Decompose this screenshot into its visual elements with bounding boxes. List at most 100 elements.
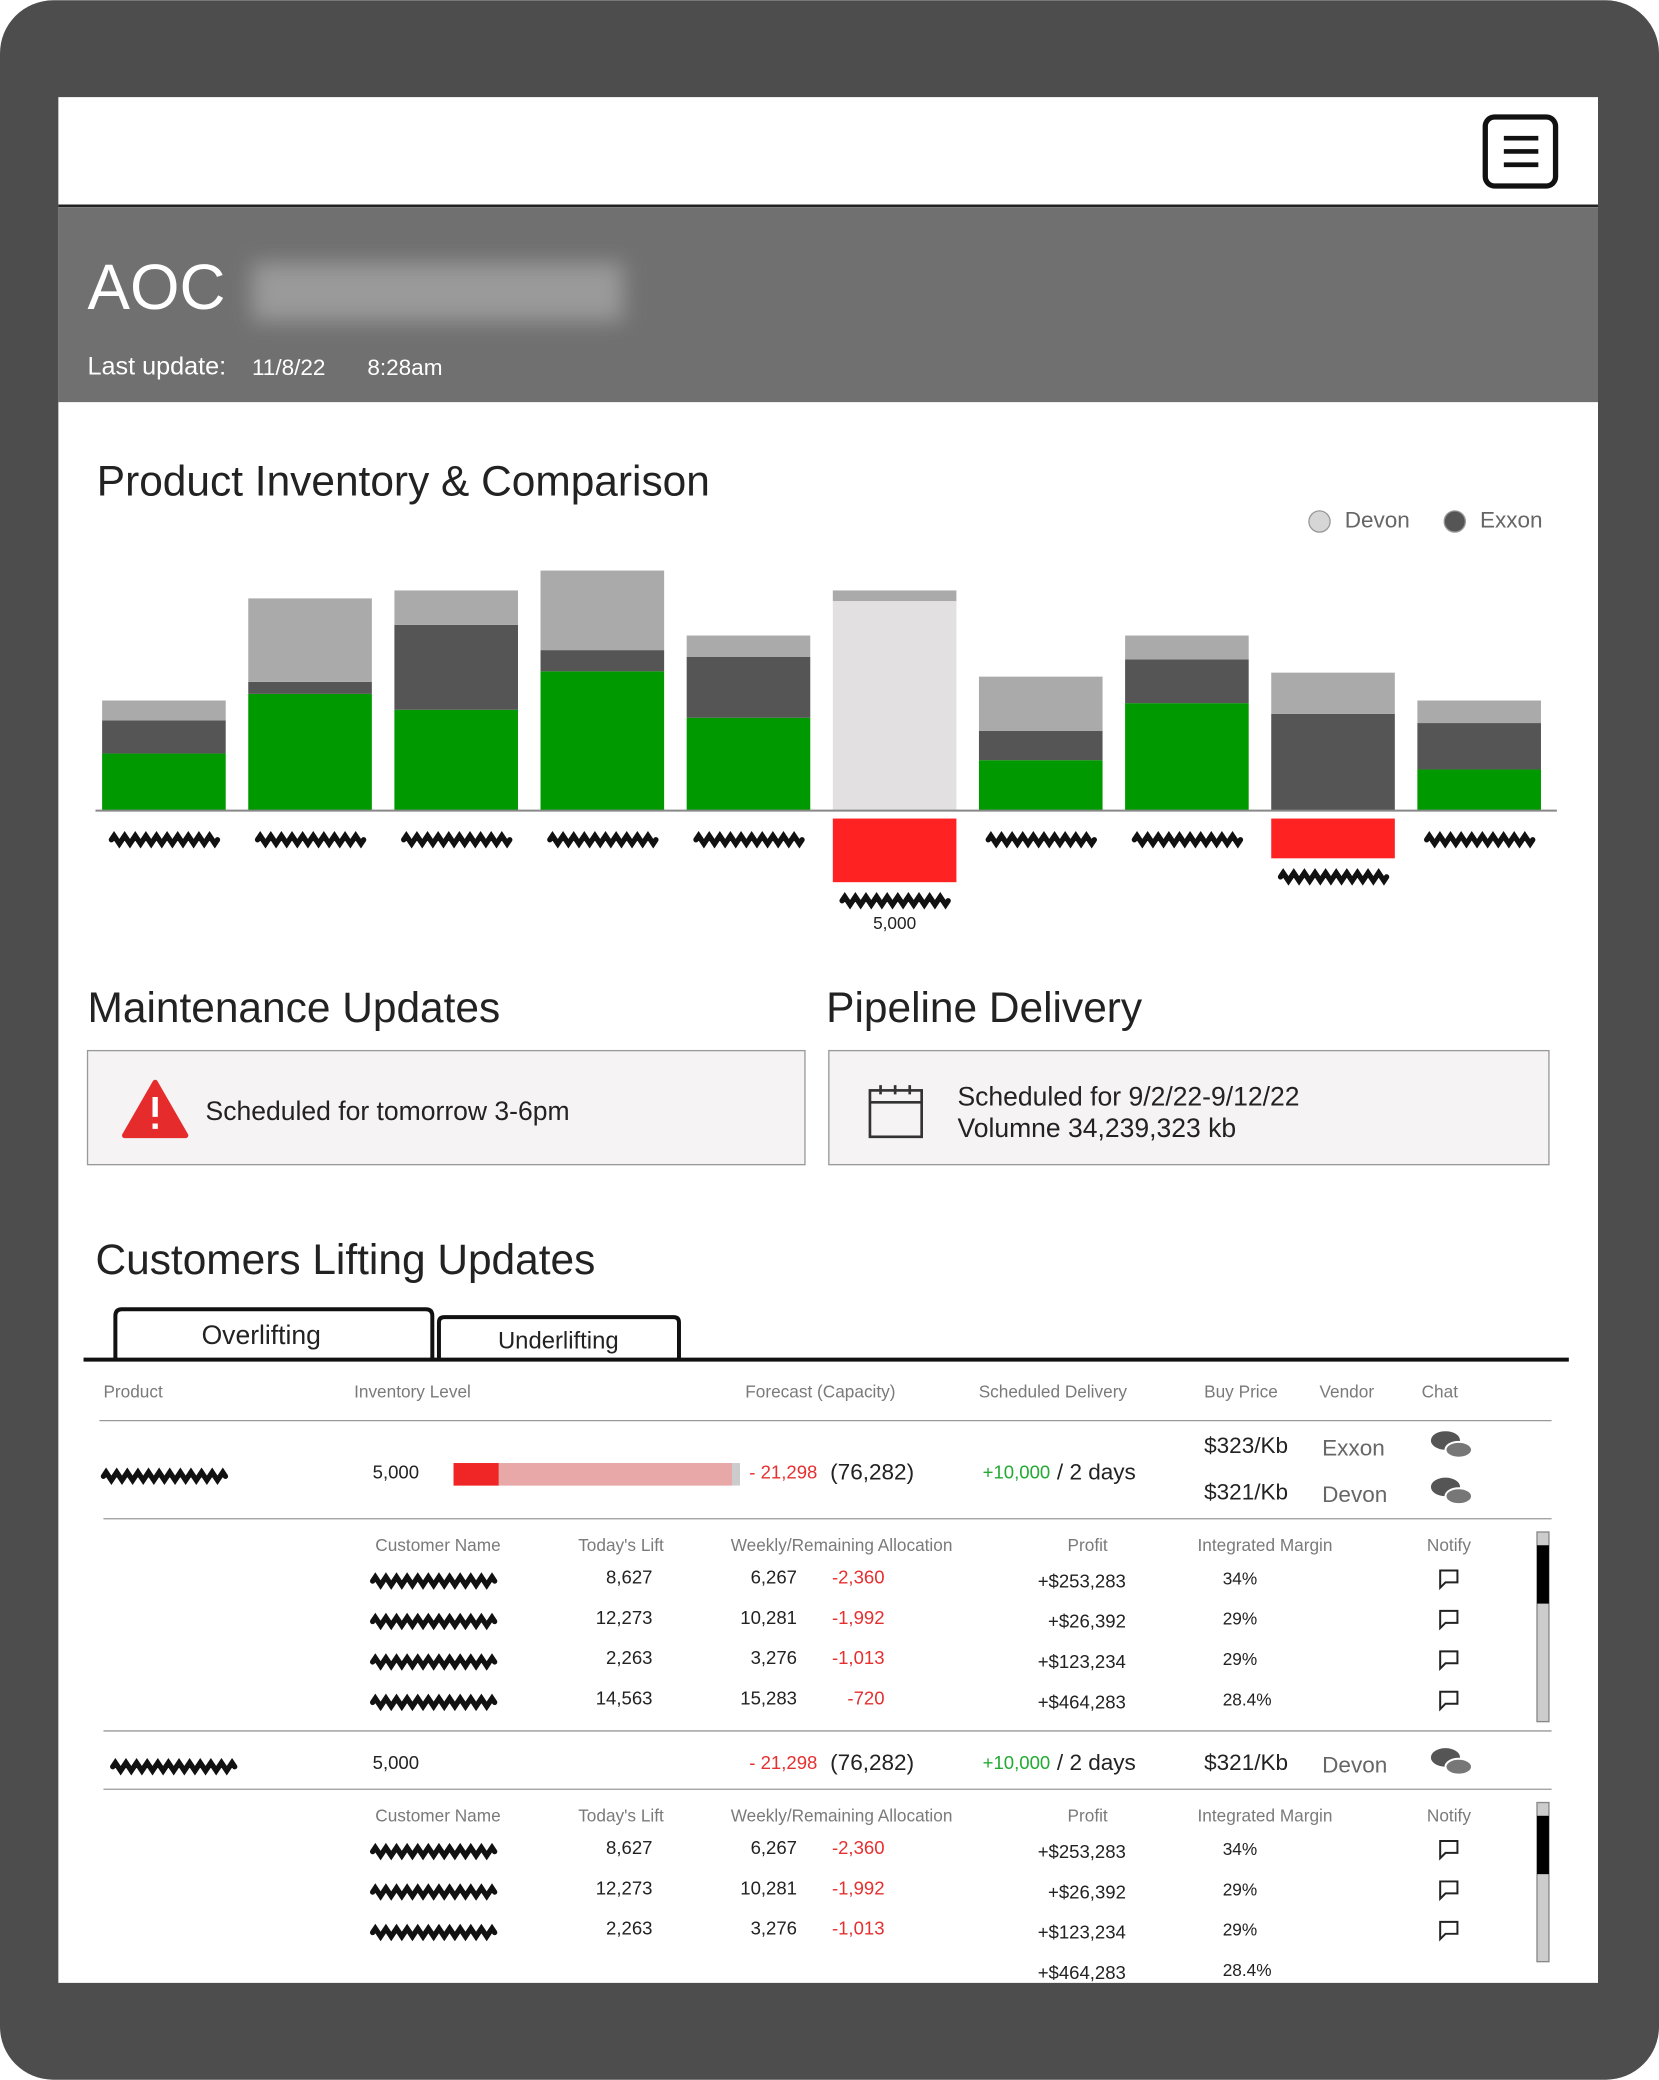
scrollbar-thumb[interactable] (1536, 1815, 1549, 1875)
bar-segment (394, 590, 518, 625)
detail-header: Weekly/Remaining Allocation (731, 1806, 953, 1826)
legend-label: Exxon (1480, 507, 1543, 532)
chart: 5,000 Devon Exxon (95, 507, 1557, 933)
bar-segment (248, 693, 372, 811)
scrollbar-track[interactable] (1536, 1531, 1550, 1723)
tab-label[interactable]: Underlifting (498, 1328, 619, 1355)
column-header: Forecast (Capacity) (745, 1381, 895, 1401)
notify-icon[interactable] (1439, 1880, 1459, 1902)
margin: 34% (1223, 1568, 1257, 1588)
bar-annotation: 5,000 (873, 913, 916, 933)
redacted-text (108, 830, 221, 849)
detail-header: Customer Name (375, 1806, 500, 1826)
detail-header: Profit (1068, 1806, 1108, 1826)
notify-icon[interactable] (1439, 1839, 1459, 1861)
forecast: - 21,298 (749, 1462, 817, 1483)
capacity: (76,282) (830, 1460, 914, 1485)
notify-icon[interactable] (1439, 1569, 1459, 1591)
redacted-text (110, 1757, 238, 1776)
todays-lift: 2,263 (606, 1647, 652, 1668)
remaining-allocation: -720 (847, 1688, 884, 1709)
chat-icon[interactable] (1444, 1757, 1474, 1776)
redacted-text (1277, 868, 1390, 886)
delivery-amount: +10,000 (983, 1462, 1051, 1483)
bar-segment (394, 709, 518, 811)
redacted-text (369, 1842, 498, 1861)
menu-button[interactable] (1482, 114, 1559, 189)
weekly-allocation: 10,281 (740, 1877, 797, 1898)
margin: 29% (1223, 1879, 1257, 1899)
notify-icon[interactable] (1439, 1690, 1459, 1712)
redacted-text (1424, 830, 1536, 849)
profit: +$26,392 (1048, 1611, 1126, 1632)
bar-segment (248, 598, 372, 682)
bar-segment (102, 753, 226, 811)
redacted-text (369, 1693, 498, 1712)
notify-icon[interactable] (1439, 1920, 1459, 1942)
redacted-text (401, 830, 513, 849)
menu-lines[interactable] (1503, 135, 1539, 168)
notify-icon[interactable] (1439, 1609, 1459, 1631)
delivery-time: / 2 days (1057, 1750, 1136, 1775)
lifting-title: Customers Lifting Updates (95, 1236, 595, 1283)
tab[interactable] (436, 1315, 681, 1360)
blurred-name (251, 262, 624, 322)
remaining-allocation: -1,013 (832, 1918, 885, 1939)
column-header: Vendor (1320, 1381, 1375, 1401)
redacted-text (369, 1572, 498, 1590)
bar-segment (978, 760, 1103, 811)
capacity: (76,282) (830, 1750, 914, 1775)
column-header: Chat (1422, 1381, 1459, 1401)
tab-active[interactable] (113, 1307, 435, 1360)
scrollbar-track[interactable] (1536, 1801, 1550, 1963)
margin: 29% (1223, 1920, 1257, 1940)
bar-segment (686, 635, 811, 657)
pipeline-title: Pipeline Delivery (826, 984, 1143, 1031)
profit: +$253,283 (1038, 1841, 1126, 1862)
bar-segment (1125, 703, 1249, 811)
inventory-level: 5,000 (373, 1752, 419, 1773)
bar-segment (102, 700, 226, 721)
notify-icon[interactable] (1439, 1650, 1459, 1671)
remaining-allocation: -2,360 (832, 1837, 885, 1858)
bar-segment (1417, 723, 1541, 770)
bar-segment (832, 601, 957, 811)
remaining-allocation: -1,992 (832, 1607, 885, 1628)
bar-segment (978, 676, 1103, 732)
profit: +$464,283 (1038, 1692, 1126, 1713)
chat-icon[interactable] (1444, 1487, 1474, 1506)
margin: 34% (1223, 1839, 1257, 1859)
remaining-allocation: -2,360 (832, 1566, 885, 1587)
bar-negative (832, 818, 957, 883)
todays-lift: 2,263 (606, 1918, 652, 1939)
scrollbar-thumb[interactable] (1536, 1545, 1549, 1604)
calendar-top (869, 1085, 922, 1104)
inventory-level: 5,000 (373, 1462, 419, 1483)
profit: +$253,283 (1038, 1570, 1126, 1591)
weekly-allocation: 6,267 (751, 1837, 797, 1858)
site-title: AOC (88, 252, 226, 323)
bar-negative (1271, 818, 1395, 859)
bar-segment (1125, 659, 1249, 704)
column-header: Product (103, 1381, 163, 1401)
redacted-text (254, 830, 367, 849)
margin: 29% (1223, 1609, 1257, 1629)
calendar-icon (868, 1085, 923, 1139)
remaining-allocation: -1,992 (832, 1877, 885, 1898)
detail-header: Integrated Margin (1198, 1806, 1333, 1826)
todays-lift: 12,273 (596, 1877, 653, 1898)
legend-label: Devon (1345, 507, 1410, 532)
chart-title: Product Inventory & Comparison (97, 458, 710, 505)
margin: 28.4% (1223, 1960, 1272, 1980)
bar-segment (1271, 672, 1395, 714)
column-header: Scheduled Delivery (979, 1381, 1128, 1401)
detail-header: Weekly/Remaining Allocation (731, 1535, 953, 1555)
chat-icon[interactable] (1444, 1440, 1474, 1459)
bar-segment (1417, 700, 1541, 724)
bar-segment (540, 570, 665, 651)
detail-header: Today's Lift (578, 1806, 664, 1826)
todays-lift: 12,273 (596, 1607, 653, 1628)
screen (58, 97, 1598, 1983)
tab-label[interactable]: Overlifting (202, 1320, 321, 1350)
profit: +$123,234 (1038, 1651, 1126, 1672)
